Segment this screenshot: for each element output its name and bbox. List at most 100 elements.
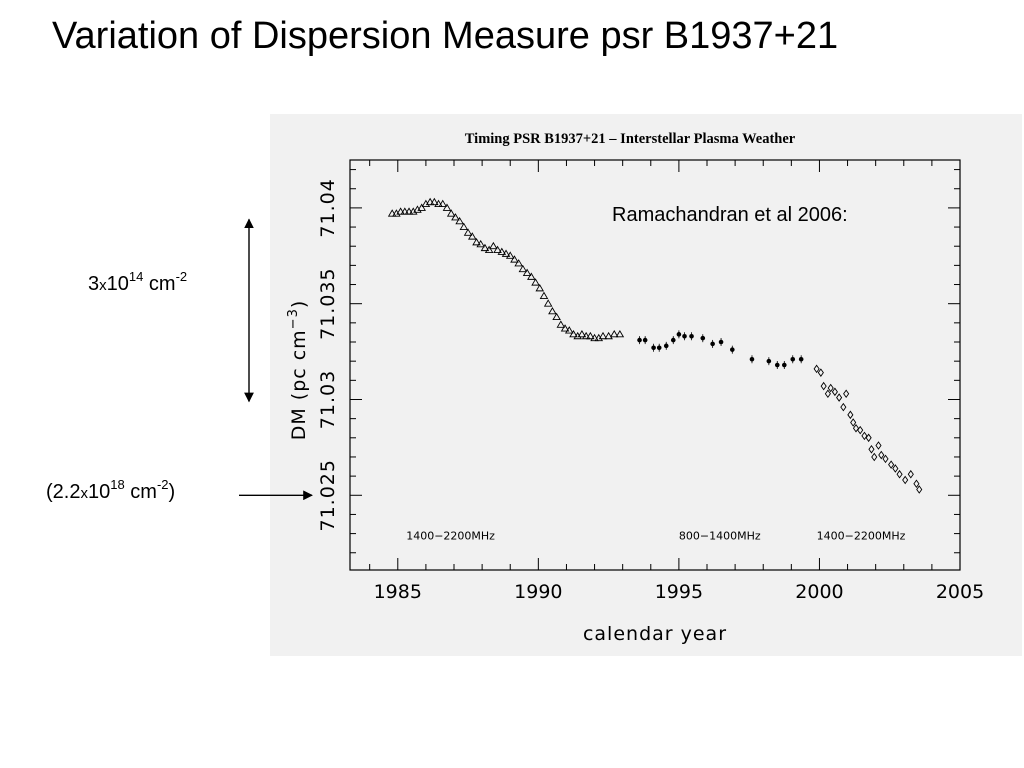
total-unit-exponent: -2: [156, 477, 169, 492]
x-tick-label: 1995: [655, 581, 703, 603]
triangle-point: [451, 213, 460, 221]
band-label: 800−1400MHz: [679, 529, 761, 542]
y-tick-label: 71.03: [317, 370, 339, 429]
triangle-point: [569, 329, 578, 338]
slide-title: Variation of Dispersion Measure psr B193…: [52, 15, 839, 57]
diamond-point: [820, 381, 827, 391]
range-unit: cm: [148, 273, 176, 295]
diamond-point: [840, 402, 847, 412]
range-exp-base: 10: [106, 273, 129, 295]
diamond-point: [875, 441, 882, 450]
diamond-point: [861, 431, 868, 441]
dot-point: [656, 345, 662, 351]
dot-point: [663, 343, 669, 349]
range-times: x: [99, 277, 107, 294]
triangle-point: [430, 197, 439, 206]
triangle-point: [514, 259, 523, 267]
total-exponent: 18: [110, 477, 125, 492]
triangle-point: [590, 333, 599, 342]
x-tick-labels: 1985 1990 1995 2000 2005: [374, 581, 985, 603]
diamond-point: [913, 479, 920, 489]
triangle-point: [560, 324, 570, 332]
dot-point: [637, 337, 642, 343]
diamond-point: [831, 387, 838, 397]
dot-point: [774, 362, 780, 368]
diamond-point: [843, 389, 850, 399]
x-tick-label: 2005: [936, 581, 984, 603]
triangle-point: [446, 209, 456, 217]
triangle-point: [497, 247, 507, 255]
total-unit: cm: [130, 481, 157, 503]
dot-point: [782, 362, 787, 368]
triangle-point: [442, 203, 452, 211]
plot-frame: [349, 159, 961, 571]
dot-point: [766, 358, 772, 364]
diamond-point: [907, 469, 914, 479]
dot-point: [730, 347, 735, 352]
dot-point: [718, 339, 724, 345]
y-tick-labels: 71.025 71.03 71.035 71.04: [317, 178, 339, 531]
triangle-point: [556, 320, 566, 328]
band-label: 1400−2200MHz: [406, 529, 495, 542]
diamond-point: [865, 433, 872, 443]
dm-range-annotation: 3x1014 cm-2: [88, 269, 187, 298]
diamond-point: [817, 368, 824, 377]
triangle-point: [438, 199, 448, 208]
dot-point: [710, 341, 715, 347]
triangle-point: [527, 272, 536, 280]
diamond-point: [847, 410, 854, 420]
axis-ticks: [350, 160, 961, 570]
y-axis-label-sup: −3: [286, 308, 301, 329]
diamond-point: [878, 450, 885, 460]
citation-label: Ramachandran et al 2006:: [612, 204, 848, 226]
diamond-point: [871, 452, 878, 462]
triangle-point: [489, 241, 498, 250]
band-label: 1400−2200MHz: [817, 529, 906, 542]
triangle-point: [425, 197, 435, 206]
triangle-point: [480, 243, 490, 252]
dot-point: [642, 337, 648, 343]
dot-point: [682, 333, 687, 339]
data-points: [387, 197, 923, 494]
total-close: ): [168, 481, 176, 503]
triangle-point: [604, 331, 613, 340]
y-tick-label: 71.04: [317, 178, 339, 237]
triangle-point: [476, 239, 485, 248]
diamond-point: [852, 423, 860, 433]
diamond-point: [888, 460, 895, 469]
range-exponent: 14: [128, 269, 144, 284]
total-open: (: [46, 481, 53, 503]
triangle-point: [455, 216, 464, 225]
triangle-point: [586, 331, 595, 340]
diamond-point: [824, 389, 831, 399]
x-tick-label: 1990: [514, 581, 562, 603]
total-times: x: [80, 485, 88, 502]
x-tick-label: 1985: [374, 581, 422, 603]
dot-point: [700, 335, 706, 341]
triangle-point: [510, 255, 519, 263]
triangle-point: [501, 249, 511, 257]
triangle-point: [463, 228, 473, 236]
triangle-point: [467, 232, 477, 240]
diamond-point: [850, 418, 857, 427]
triangle-point: [400, 207, 410, 215]
triangle-point: [493, 245, 502, 253]
triangle-point: [577, 329, 587, 338]
triangle-point: [404, 207, 414, 215]
diamond-point: [857, 425, 864, 435]
triangle-point: [535, 283, 545, 292]
x-axis-label: calendar year: [583, 623, 727, 645]
triangle-point: [518, 264, 528, 273]
triangle-point: [522, 268, 532, 276]
total-base: 2.2: [52, 481, 81, 503]
diamond-point: [868, 445, 875, 454]
diamond-point: [827, 383, 834, 393]
triangle-point: [387, 209, 397, 217]
triangle-point: [434, 199, 443, 208]
triangle-point: [539, 291, 549, 299]
dot-point: [651, 345, 656, 351]
range-base: 3: [88, 273, 100, 295]
dot-point: [790, 356, 796, 362]
dot-point: [749, 356, 755, 362]
